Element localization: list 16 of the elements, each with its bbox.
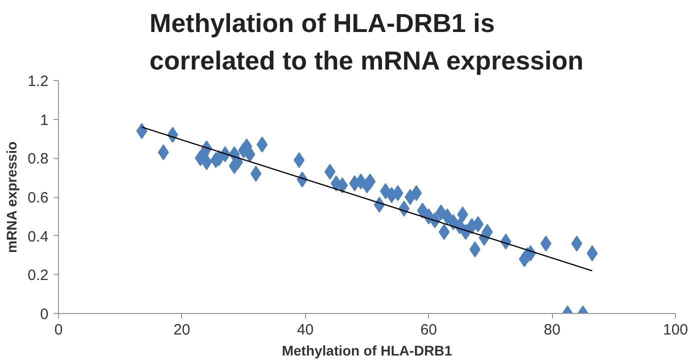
y-tick-label: 0.2 bbox=[28, 267, 49, 284]
y-tick-label: 0.8 bbox=[28, 150, 49, 168]
x-tick-label: 100 bbox=[662, 322, 688, 338]
chart-title: Methylation of HLA-DRB1 is correlated to the mRNA expression bbox=[150, 8, 584, 76]
x-tick-label: 40 bbox=[296, 322, 314, 338]
y-tick-label: 0.4 bbox=[28, 228, 49, 246]
x-tick-label: 60 bbox=[420, 322, 438, 338]
x-axis-title: Methylation of HLA-DRB1 bbox=[282, 342, 452, 358]
y-tick-label: 1.2 bbox=[28, 73, 49, 90]
y-tick-label: 0.6 bbox=[28, 190, 49, 206]
y-tick-label: 0 bbox=[40, 306, 48, 323]
y-tick-label: 1 bbox=[40, 112, 48, 129]
x-tick-label: 0 bbox=[54, 322, 63, 338]
y-axis-title: mRNA expressio bbox=[4, 141, 20, 254]
x-tick-label: 20 bbox=[174, 322, 190, 338]
x-tick-label: 80 bbox=[544, 322, 560, 338]
